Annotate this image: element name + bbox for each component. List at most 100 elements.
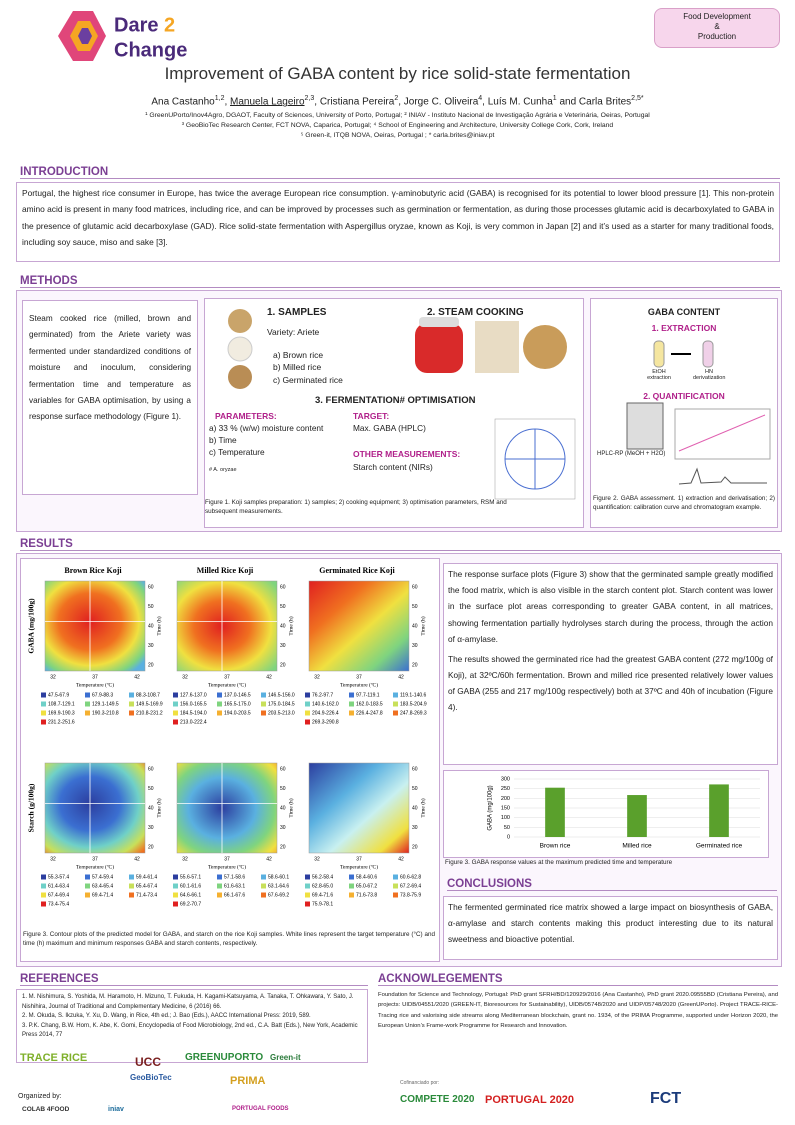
logo-digit: 2 bbox=[164, 14, 175, 36]
legend-swatch bbox=[305, 892, 310, 898]
legend-label: 149.5-169.9 bbox=[136, 701, 163, 707]
legend-label: 67.6-69.2 bbox=[268, 892, 289, 898]
logo-text: PORTUGAL FOODS bbox=[232, 1106, 289, 1112]
figure2-panel: GABA CONTENT 1. EXTRACTION EtOH extracti… bbox=[590, 298, 778, 528]
y-tick-label: 20 bbox=[148, 662, 154, 668]
caption: Figure 2. GABA assessment. 1) extraction… bbox=[593, 495, 775, 511]
legend-label: 63.1-64.6 bbox=[268, 883, 289, 889]
legend-swatch bbox=[217, 692, 222, 698]
legend-swatch bbox=[393, 710, 398, 716]
legend-swatch bbox=[217, 892, 222, 898]
legend-label: 226.4-247.8 bbox=[356, 710, 383, 716]
author-sep: , bbox=[398, 96, 404, 108]
legend-label: 75.9-78.1 bbox=[312, 901, 333, 907]
legend-swatch bbox=[261, 692, 266, 698]
legend-label: 55.6-57.1 bbox=[180, 874, 201, 880]
figure3-panel: Brown Rice Koji Milled Rice Koji Germinate… bbox=[20, 558, 440, 962]
legend-label: 88.3-108.7 bbox=[136, 692, 160, 698]
caption: Figure 1. Koji samples preparation: 1) s… bbox=[205, 499, 507, 515]
y-tick-label: 50 bbox=[148, 604, 154, 610]
x-tick-label: 32 bbox=[182, 856, 188, 862]
legend-swatch bbox=[305, 883, 310, 889]
y-axis-label: Time (h) bbox=[155, 798, 162, 817]
x-tick-label: 37 bbox=[356, 674, 362, 680]
affiliations: ¹ GreenUPorto/Inov4Agro, DGAOT, Faculty … bbox=[20, 111, 775, 141]
legend-label: 60.6-62.8 bbox=[400, 874, 421, 880]
logo-text: Green-it bbox=[270, 1053, 301, 1062]
legend-label: 58.6-60.1 bbox=[268, 874, 289, 880]
row-label: GABA (mg/100g) bbox=[27, 598, 36, 654]
contour-surface bbox=[44, 580, 146, 672]
author-sep: , bbox=[224, 96, 231, 108]
y-axis-label: Time (h) bbox=[287, 616, 294, 635]
intro-text: Portugal, the highest rice consumer in E… bbox=[16, 182, 780, 262]
legend-label: 67.9-88.3 bbox=[92, 692, 113, 698]
legend-label: 156.0-165.5 bbox=[180, 701, 207, 707]
legend-label: 162.0-183.5 bbox=[356, 701, 383, 707]
legend-swatch bbox=[393, 692, 398, 698]
x-tick-label: 32 bbox=[314, 856, 320, 862]
legend-label: 69.4-71.4 bbox=[92, 892, 113, 898]
logo-text: GeoBioTec bbox=[130, 1073, 172, 1082]
plot-title: Milled Rice Koji bbox=[197, 566, 254, 575]
reference: 3. P.K. Chang, B.W. Horn, K. Abe, K. Gom… bbox=[22, 1022, 358, 1039]
legend-label: 247.8-269.3 bbox=[400, 710, 427, 716]
x-tick-label: 37 bbox=[356, 856, 362, 862]
sample-list: a) Brown rice b) Milled rice c) Germinat… bbox=[273, 349, 343, 386]
legend-swatch bbox=[85, 874, 90, 880]
y-axis-label: GABA (mg/100g) bbox=[488, 785, 494, 830]
legend-label: 137.0-146.5 bbox=[224, 692, 251, 698]
x-tick-label: 37 bbox=[224, 856, 230, 862]
x-tick-label: 42 bbox=[266, 674, 272, 680]
affiliation: ⁵ Green-it, ITQB NOVA, Oeiras, Portugal … bbox=[300, 131, 495, 139]
legend-label: 57.1-58.6 bbox=[224, 874, 245, 880]
legend-label: 203.5-213.0 bbox=[268, 710, 295, 716]
legend-label: 213.0-222.4 bbox=[180, 719, 207, 725]
legend-swatch bbox=[261, 701, 266, 707]
author-sep: , bbox=[314, 96, 320, 108]
author-name: Jorge C. Oliveira bbox=[403, 96, 479, 108]
references-box: 1. M. Nishimura, S. Yoshida, M. Haramoto… bbox=[16, 989, 368, 1063]
section-heading: INTRODUCTION bbox=[20, 166, 780, 179]
footnote: # A. oryzae bbox=[209, 467, 237, 473]
logo-text: Change bbox=[114, 39, 187, 61]
legend-swatch bbox=[85, 692, 90, 698]
y-tick-label: 40 bbox=[148, 623, 154, 629]
author-sup: 2 bbox=[394, 95, 399, 102]
y-tick-label: 60 bbox=[412, 584, 418, 590]
y-tick-label: 60 bbox=[148, 766, 154, 772]
legend-label: 47.5-67.9 bbox=[48, 692, 69, 698]
x-tick-label: 32 bbox=[314, 674, 320, 680]
x-tick-label: 32 bbox=[182, 674, 188, 680]
panel-heading: 1. SAMPLES bbox=[267, 307, 327, 318]
legend-swatch bbox=[85, 892, 90, 898]
legend-label: 66.1-67.6 bbox=[224, 892, 245, 898]
author-sup: 1 bbox=[552, 95, 557, 102]
legend-label: 194.0-203.5 bbox=[224, 710, 251, 716]
legend-swatch bbox=[41, 701, 46, 707]
legend-swatch bbox=[349, 701, 354, 707]
y-tick-label: 20 bbox=[148, 844, 154, 850]
parameter-list: a) 33 % (w/w) moisture content b) Time c… bbox=[209, 422, 323, 458]
legend-swatch bbox=[129, 874, 134, 880]
legend-label: 204.9-226.4 bbox=[312, 710, 339, 716]
y-tick-label: 20 bbox=[412, 844, 418, 850]
legend-label: 63.4-65.4 bbox=[92, 883, 113, 889]
legend-swatch bbox=[129, 710, 134, 716]
bar bbox=[627, 795, 647, 837]
acknowledgements-text: Foundation for Science and Technology, P… bbox=[378, 992, 778, 1029]
methods-text: Steam cooked rice (milled, brown and ger… bbox=[22, 300, 198, 495]
y-tick-label: 300 bbox=[501, 776, 510, 782]
contour-plots: Brown Rice Koji Milled Rice Koji Germinate… bbox=[27, 566, 427, 908]
x-tick-label: 42 bbox=[266, 856, 272, 862]
legend-label: 97.7-119.1 bbox=[356, 692, 380, 698]
legend-label: 183.5-204.9 bbox=[400, 701, 427, 707]
legend-swatch bbox=[349, 892, 354, 898]
legend-swatch bbox=[217, 701, 222, 707]
affiliation: ³ GeoBioTec Research Center, FCT NOVA, C… bbox=[181, 121, 614, 129]
legend-swatch bbox=[173, 892, 178, 898]
legend-label: 76.2-97.7 bbox=[312, 692, 333, 698]
y-tick-label: 30 bbox=[412, 825, 418, 831]
y-tick-label: 60 bbox=[280, 584, 286, 590]
title: Improvement of GABA content by rice soli… bbox=[164, 64, 631, 83]
